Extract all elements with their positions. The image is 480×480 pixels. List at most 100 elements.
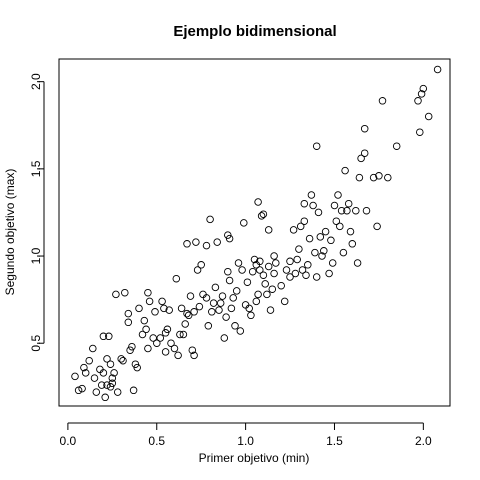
data-point xyxy=(129,386,138,395)
y-tick-label: 1.0 xyxy=(29,247,43,264)
data-point xyxy=(208,308,216,316)
data-point xyxy=(346,227,355,236)
data-point xyxy=(161,348,170,356)
y-axis: 0.5 1.0 1.5 2.0 xyxy=(29,73,45,352)
data-point xyxy=(300,199,309,208)
data-point xyxy=(392,142,401,150)
data-point xyxy=(181,320,189,328)
data-point xyxy=(433,65,442,74)
data-point xyxy=(140,316,149,325)
data-point xyxy=(106,383,115,391)
data-point xyxy=(119,356,127,365)
data-point xyxy=(302,271,310,279)
data-point xyxy=(144,288,152,297)
data-point xyxy=(424,112,433,121)
data-point xyxy=(344,199,353,208)
data-point xyxy=(261,280,269,288)
data-point xyxy=(234,259,243,267)
data-point xyxy=(277,281,285,290)
data-point xyxy=(320,247,328,255)
data-point xyxy=(99,332,108,341)
data-point xyxy=(311,248,319,257)
data-point xyxy=(227,304,236,313)
data-point xyxy=(280,297,289,306)
data-point xyxy=(247,311,255,320)
data-point xyxy=(369,173,378,182)
data-point xyxy=(101,393,109,402)
data-point xyxy=(343,206,351,215)
data-point xyxy=(272,259,280,267)
data-point xyxy=(158,297,166,306)
data-point xyxy=(225,276,234,285)
data-point xyxy=(321,227,330,236)
x-axis: 0.0 0.5 1.0 1.5 2.0 xyxy=(60,422,432,448)
data-point xyxy=(353,259,362,267)
data-point xyxy=(360,149,369,157)
data-point xyxy=(167,339,175,347)
data-point xyxy=(289,226,298,234)
data-point xyxy=(295,245,303,253)
data-point xyxy=(231,322,239,330)
data-point xyxy=(128,342,136,351)
data-point xyxy=(291,269,300,278)
data-point xyxy=(373,222,381,231)
data-point xyxy=(90,374,99,382)
data-point xyxy=(339,248,348,257)
data-point xyxy=(416,128,424,136)
y-axis-label: Segundo objetivo (max) xyxy=(3,169,17,296)
data-point xyxy=(314,208,323,217)
data-point xyxy=(190,308,198,316)
data-point xyxy=(149,334,157,342)
data-point xyxy=(174,351,182,360)
data-point xyxy=(270,269,278,278)
data-point xyxy=(300,217,309,225)
data-point xyxy=(105,332,113,341)
data-point xyxy=(375,172,383,180)
data-point xyxy=(103,355,111,363)
data-point xyxy=(298,266,307,274)
y-tick-label: 1.5 xyxy=(29,160,43,177)
data-point xyxy=(81,369,90,377)
data-point xyxy=(384,173,392,182)
data-point xyxy=(135,304,143,313)
data-point xyxy=(110,369,118,377)
data-point xyxy=(256,266,264,274)
data-point xyxy=(229,294,237,302)
x-tick-label: 0.5 xyxy=(148,434,165,448)
data-point xyxy=(161,329,170,337)
data-point xyxy=(362,206,371,215)
data-point xyxy=(163,325,172,334)
data-point xyxy=(232,287,241,295)
data-point xyxy=(240,219,248,227)
data-point xyxy=(282,266,291,274)
data-point xyxy=(307,191,316,199)
data-point xyxy=(304,261,312,269)
data-point xyxy=(312,273,321,281)
data-point xyxy=(133,363,141,372)
data-point xyxy=(156,334,165,342)
data-point xyxy=(184,311,193,320)
data-point xyxy=(204,322,213,330)
data-point xyxy=(259,210,268,218)
data-point xyxy=(176,330,184,339)
data-point xyxy=(153,339,161,347)
data-point xyxy=(224,231,232,239)
data-point xyxy=(80,363,88,372)
data-point xyxy=(250,255,259,264)
data-point xyxy=(99,369,108,377)
data-point xyxy=(206,215,214,224)
data-point xyxy=(286,257,294,266)
data-point xyxy=(417,90,426,98)
data-point xyxy=(332,217,341,225)
data-point xyxy=(254,198,262,206)
data-point xyxy=(264,226,273,234)
data-points xyxy=(71,65,442,402)
data-point xyxy=(296,222,305,231)
data-point xyxy=(341,166,349,175)
data-point xyxy=(183,240,191,248)
data-point xyxy=(121,288,129,297)
data-point xyxy=(172,274,181,283)
data-point xyxy=(318,252,326,260)
data-point xyxy=(252,297,261,306)
data-point xyxy=(257,212,266,220)
